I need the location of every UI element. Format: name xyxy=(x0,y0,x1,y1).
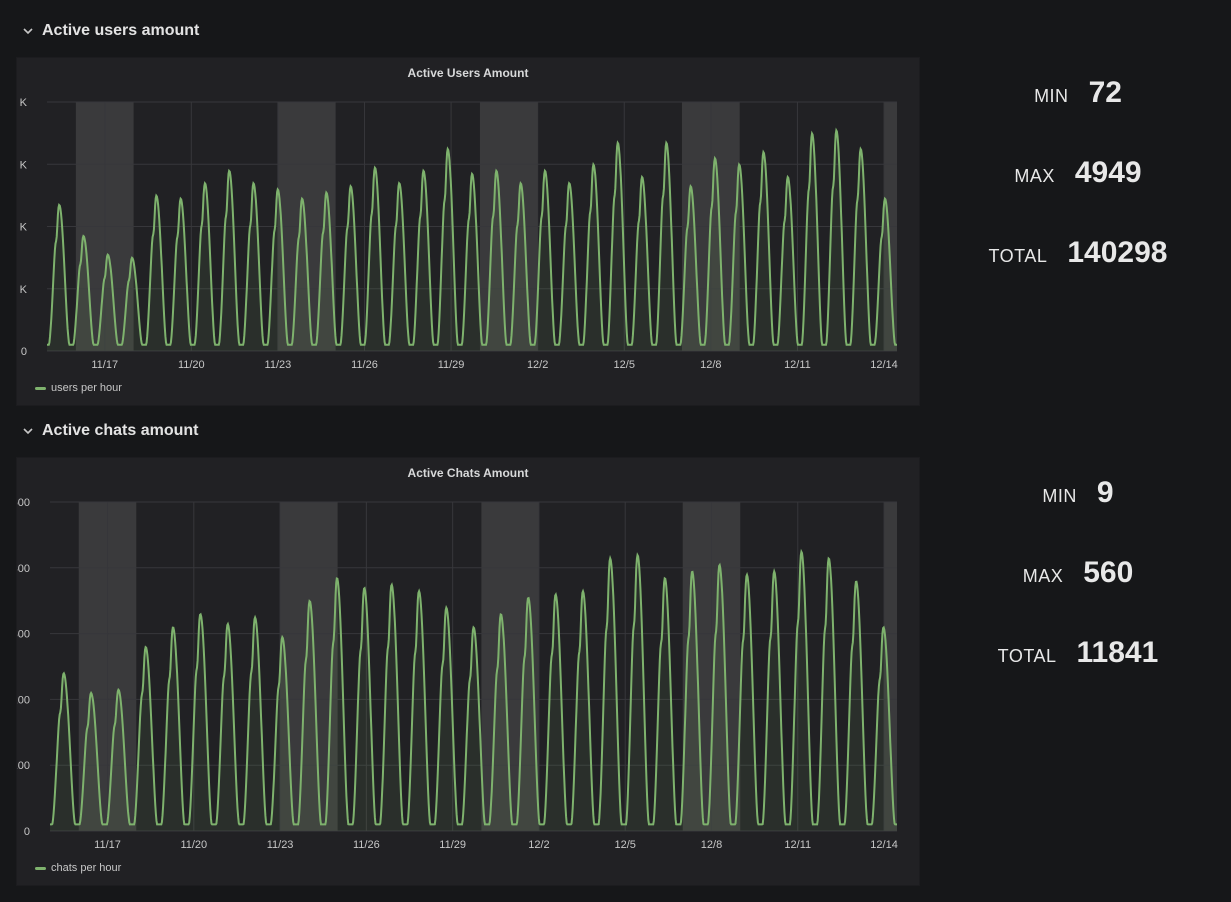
x-tick-label: 11/20 xyxy=(178,359,205,371)
y-tick-label: 6 K xyxy=(17,159,28,171)
stat-value: 11841 xyxy=(1076,636,1159,669)
row-title: Active users amount xyxy=(42,22,200,39)
x-tick-label: 11/20 xyxy=(180,839,207,851)
x-tick-label: 12/5 xyxy=(615,839,636,851)
x-tick-label: 12/11 xyxy=(784,839,811,851)
row-header-active-users[interactable]: Active users amount xyxy=(22,22,199,40)
panel-title: Active Users Amount xyxy=(407,66,529,80)
stat-chats-max: MAX 560 xyxy=(948,556,1208,590)
users-line-chart[interactable]: 0 2 K 4 K 6 K 8 K 11/17 11/20 11/23 11/26 11/29 12… xyxy=(17,58,919,405)
y-tick-label: 2 K xyxy=(17,284,28,296)
x-tick-label: 12/5 xyxy=(614,359,635,371)
chevron-down-icon xyxy=(23,428,33,435)
stat-value: 4949 xyxy=(1074,156,1142,189)
y-tick-label: 300 xyxy=(17,629,30,641)
panel-title: Active Chats Amount xyxy=(407,466,529,480)
series-line xyxy=(50,548,897,826)
x-tick-label: 12/14 xyxy=(870,359,898,371)
stat-label: TOTAL xyxy=(988,246,1048,266)
stat-label: MAX xyxy=(1014,166,1055,186)
stat-label: TOTAL xyxy=(997,646,1057,666)
legend-label: users per hour xyxy=(51,382,122,394)
x-tick-label: 11/29 xyxy=(439,839,466,851)
stat-chats-total: TOTAL 11841 xyxy=(948,636,1208,670)
x-tick-label: 11/26 xyxy=(351,359,378,371)
x-tick-label: 11/26 xyxy=(353,839,380,851)
chats-line-chart[interactable]: 0 100 200 300 400 500 11/17 11/20 11/23 11/26 11/2… xyxy=(17,458,919,885)
series-line xyxy=(47,127,897,346)
stat-users-total: TOTAL 140298 xyxy=(948,236,1208,270)
y-tick-label: 4 K xyxy=(17,222,28,234)
x-tick-label: 12/2 xyxy=(527,359,548,371)
y-tick-label: 100 xyxy=(17,760,30,772)
y-tick-label: 8 K xyxy=(17,97,28,109)
x-tick-label: 11/17 xyxy=(94,839,121,851)
legend-swatch xyxy=(35,866,46,870)
y-tick-label: 200 xyxy=(17,694,30,706)
y-tick-label: 400 xyxy=(17,563,30,575)
stat-users-max: MAX 4949 xyxy=(948,156,1208,190)
stat-label: MIN xyxy=(1042,486,1077,506)
stat-value: 9 xyxy=(1096,476,1114,509)
legend-label: chats per hour xyxy=(51,862,122,874)
stat-label: MIN xyxy=(1034,86,1069,106)
x-tick-label: 11/29 xyxy=(438,359,465,371)
chevron-down-icon xyxy=(23,28,33,35)
series-area xyxy=(50,551,897,831)
y-tick-label: 0 xyxy=(21,346,27,358)
x-tick-label: 12/14 xyxy=(870,839,898,851)
panel-active-users[interactable]: Active Users Amount 0 2 K 4 K 6 K 8 K 11/17 11… xyxy=(16,57,920,406)
stat-chats-min: MIN 9 xyxy=(948,476,1208,510)
legend-swatch xyxy=(35,386,46,390)
row-title: Active chats amount xyxy=(42,422,199,439)
x-tick-label: 11/17 xyxy=(91,359,118,371)
stat-label: MAX xyxy=(1022,566,1064,586)
weekend-band xyxy=(884,502,897,831)
stat-value: 140298 xyxy=(1067,236,1168,269)
panel-active-chats[interactable]: Active Chats Amount 0 100 200 300 400 500 11/1… xyxy=(16,457,920,886)
stat-value: 72 xyxy=(1088,76,1122,109)
y-tick-label: 0 xyxy=(24,826,30,838)
row-header-active-chats[interactable]: Active chats amount xyxy=(22,422,198,440)
x-tick-label: 12/8 xyxy=(700,359,721,371)
legend-item-chats[interactable]: chats per hour xyxy=(35,862,121,874)
y-tick-label: 500 xyxy=(17,497,30,509)
x-tick-label: 12/11 xyxy=(784,359,811,371)
x-tick-label: 11/23 xyxy=(265,359,292,371)
x-tick-label: 12/2 xyxy=(528,839,549,851)
x-tick-label: 11/23 xyxy=(267,839,294,851)
x-tick-label: 12/8 xyxy=(701,839,722,851)
stat-value: 560 xyxy=(1083,556,1134,589)
stat-users-min: MIN 72 xyxy=(948,76,1208,110)
legend-item-users[interactable]: users per hour xyxy=(35,382,122,394)
